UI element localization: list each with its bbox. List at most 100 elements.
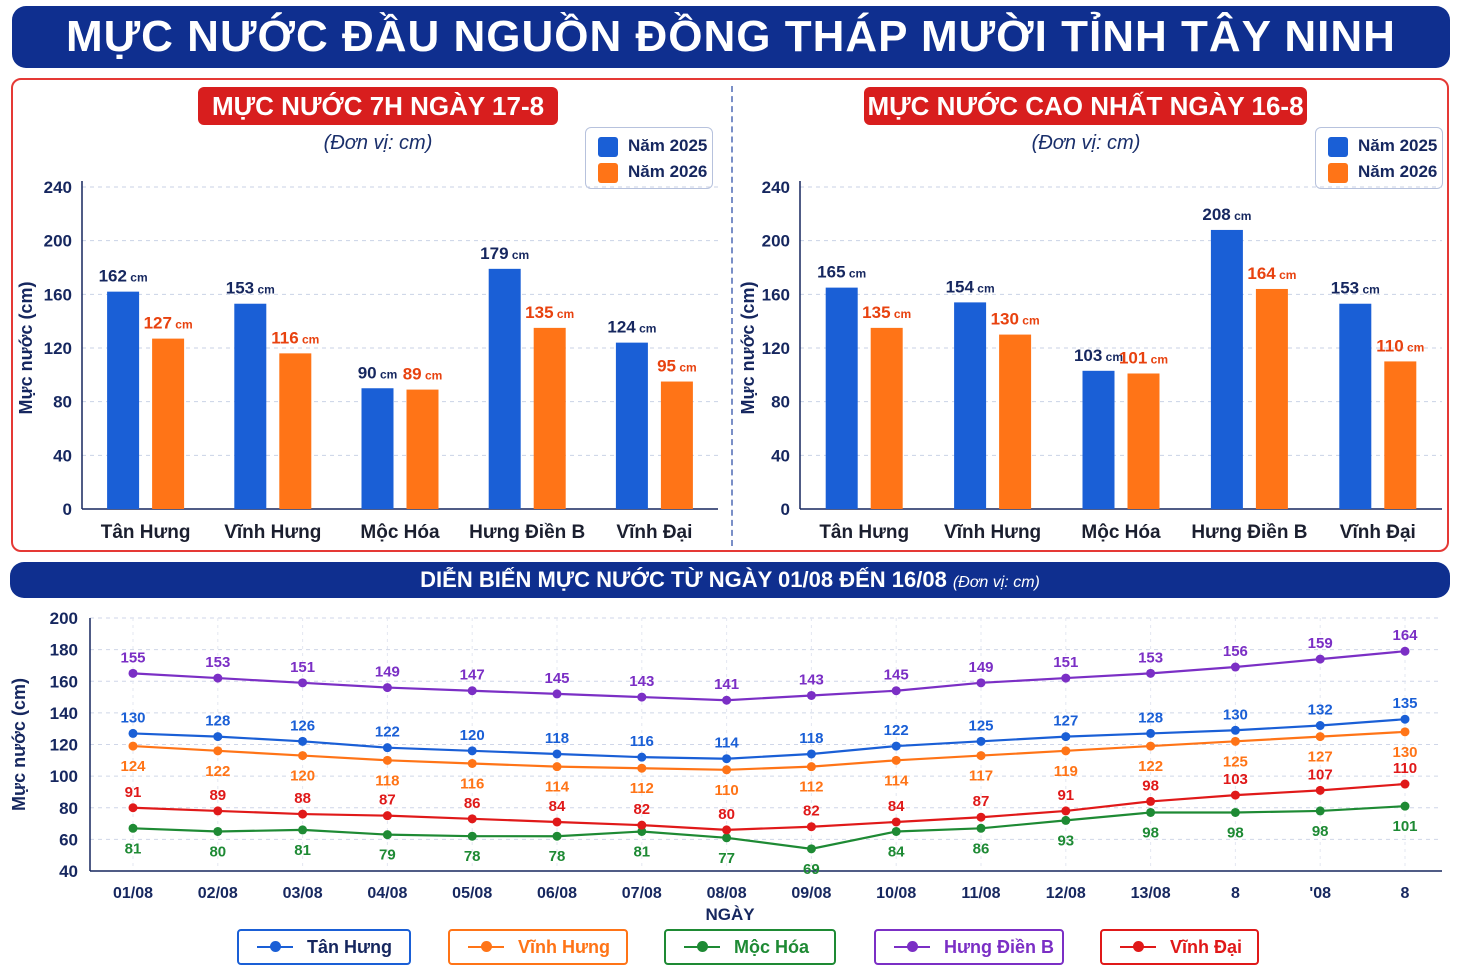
series-point — [806, 690, 816, 700]
data-label: 110 — [1393, 760, 1417, 777]
data-label: 114 — [714, 735, 739, 752]
y-tick-label: 0 — [781, 500, 790, 519]
series-point — [976, 823, 986, 833]
data-label: 145 — [544, 670, 569, 687]
data-label: 135 — [1392, 695, 1417, 712]
bar-2026 — [660, 381, 693, 509]
y-tick-label: 80 — [771, 393, 790, 412]
series-point — [976, 812, 986, 822]
data-label: 122 — [375, 724, 400, 741]
data-label: 155 — [120, 649, 145, 666]
y-tick-label: 240 — [44, 178, 72, 197]
series-point — [552, 749, 562, 759]
data-label: 154 cm — [946, 277, 995, 296]
y-tick-label: 160 — [44, 285, 72, 304]
left-chart-title: MỰC NƯỚC 7H NGÀY 17-8 — [198, 87, 558, 125]
data-label: 125 — [1223, 753, 1248, 770]
data-label: 125 — [968, 717, 993, 734]
y-tick-label: 40 — [59, 862, 78, 881]
data-label: 114 — [884, 772, 909, 789]
right-chart-unit: (Đơn vị: cm) — [1031, 132, 1141, 154]
x-tick-label: Vĩnh Hưng — [224, 522, 321, 543]
legend-swatch-2026 — [598, 162, 618, 183]
series-point — [1146, 728, 1156, 738]
line-legend-label: Vĩnh Đại — [1170, 937, 1243, 957]
series-point — [891, 826, 901, 836]
series-point — [1146, 807, 1156, 817]
data-label: 77 — [718, 850, 735, 867]
series-point — [976, 751, 986, 761]
series-point — [976, 736, 986, 746]
data-label: 89 — [209, 787, 226, 804]
bar-2026 — [152, 338, 185, 509]
data-label: 147 — [460, 667, 485, 684]
line-legend-label: Vĩnh Hưng — [518, 937, 611, 957]
bar-2025 — [488, 268, 521, 509]
data-label: 130 cm — [991, 310, 1040, 329]
series-point — [382, 683, 392, 693]
data-label: 103 — [1223, 771, 1248, 788]
data-label: 116 — [630, 733, 654, 750]
line-legend-moc-hoa: Mộc Hóa — [664, 929, 836, 965]
line-legend-label: Tân Hưng — [307, 937, 393, 957]
series-point — [382, 830, 392, 840]
series-point — [298, 751, 308, 761]
data-label: 87 — [379, 792, 396, 809]
series-point — [1061, 746, 1071, 756]
series-point — [806, 844, 816, 854]
x-tick-label: Hưng Điền B — [469, 522, 585, 543]
x-tick-label: 8 — [1401, 885, 1410, 902]
line-legend-vinh-dai: Vĩnh Đại — [1100, 929, 1259, 965]
x-tick-label: Vĩnh Hưng — [944, 522, 1041, 543]
series-point — [128, 728, 138, 738]
series-point — [976, 678, 986, 688]
series-point — [722, 695, 732, 705]
data-label: 153 — [205, 654, 230, 671]
series-point — [382, 743, 392, 753]
data-label: 82 — [803, 803, 820, 820]
data-label: 84 — [888, 798, 905, 815]
bar-2025 — [825, 287, 858, 509]
data-label: 119 — [1054, 763, 1078, 780]
data-label: 127 cm — [144, 314, 193, 333]
data-label: 69 — [803, 861, 820, 878]
data-label: 162 cm — [99, 267, 148, 286]
line-legend-marker — [1133, 941, 1144, 952]
y-tick-label: 100 — [50, 767, 78, 786]
series-point — [637, 752, 647, 762]
line-legend-label: Hưng Điền B — [944, 937, 1055, 957]
panel-divider — [731, 86, 733, 546]
line-legend-marker — [270, 941, 281, 952]
data-label: 114 — [545, 779, 570, 796]
data-label: 145 — [884, 667, 909, 684]
data-label: 164 — [1392, 627, 1418, 644]
line-legend-vinh-hung: Vĩnh Hưng — [448, 929, 628, 965]
data-label: 80 — [209, 843, 226, 860]
x-tick-label: '08 — [1309, 885, 1331, 902]
series-point — [1061, 806, 1071, 816]
x-tick-label: 08/08 — [707, 885, 747, 902]
series-point — [722, 765, 732, 775]
bar-2025 — [361, 388, 394, 509]
y-axis-label: Mực nước (cm) — [9, 678, 29, 811]
data-label: 179 cm — [480, 244, 529, 263]
data-label: 120 — [460, 727, 485, 744]
legend-item-2026: Năm 2026 — [598, 161, 707, 183]
data-label: 156 — [1223, 643, 1248, 660]
y-axis-label: Mực nước (cm) — [738, 282, 758, 415]
bar-2025 — [1339, 303, 1372, 509]
bar-2026 — [1255, 288, 1288, 509]
legend-swatch-2025 — [598, 136, 618, 157]
left-legend: Năm 2025 Năm 2026 — [585, 127, 713, 189]
series-point — [1061, 673, 1071, 683]
bar-2026 — [533, 327, 566, 509]
series-point — [552, 817, 562, 827]
data-label: 91 — [125, 784, 142, 801]
data-label: 153 cm — [1331, 279, 1380, 298]
data-label: 135 cm — [525, 303, 574, 322]
y-tick-label: 40 — [53, 446, 72, 465]
data-label: 143 — [799, 671, 824, 688]
series-point — [891, 755, 901, 765]
data-label: 110 — [714, 782, 738, 799]
